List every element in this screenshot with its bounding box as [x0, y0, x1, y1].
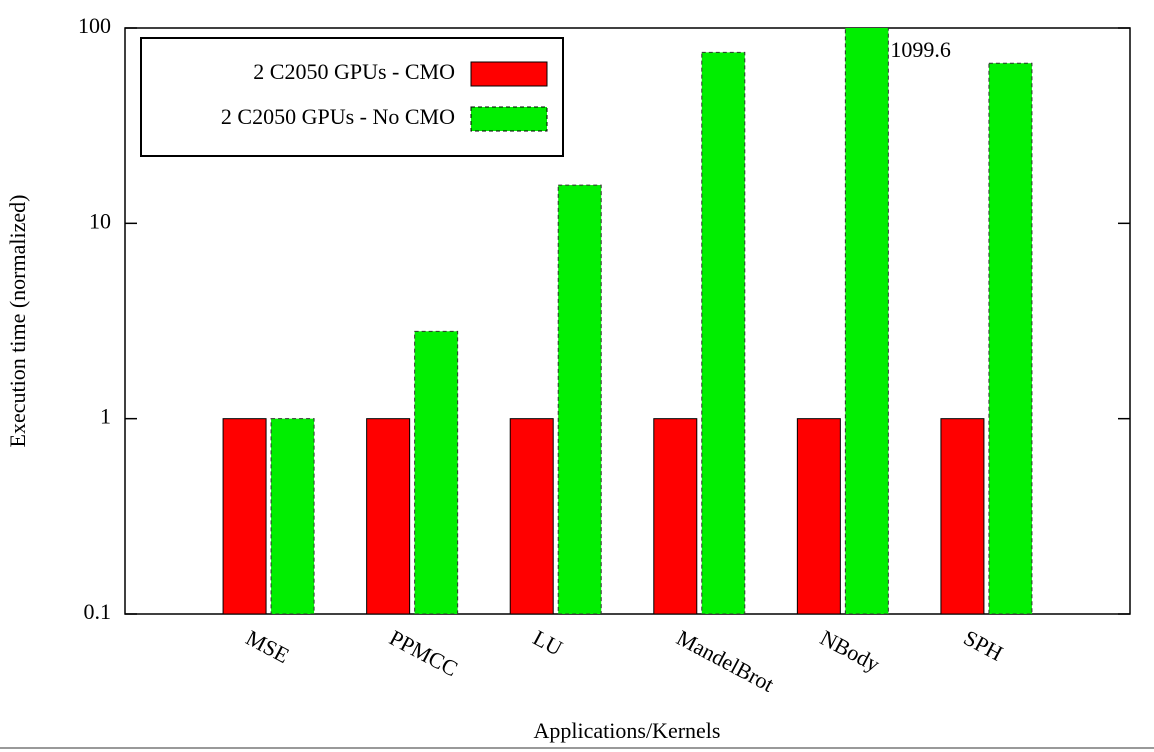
x-axis-title: Applications/Kernels: [534, 718, 721, 743]
bar: [414, 330, 459, 614]
bar: [796, 418, 841, 614]
y-tick-label: 0.1: [84, 599, 112, 624]
legend-box: [140, 37, 564, 157]
x-tick-label: MSE: [242, 625, 294, 668]
bar: [509, 418, 554, 614]
y-tick-label: 1: [100, 404, 111, 429]
y-axis-title: Execution time (normalized): [5, 195, 30, 448]
bar: [940, 418, 985, 614]
x-tick-label: NBody: [816, 625, 884, 677]
y-tick-label: 100: [78, 13, 111, 38]
x-tick-label: LU: [529, 625, 567, 661]
y-tick-label: 10: [89, 208, 111, 233]
legend-swatch: [470, 106, 548, 132]
legend-label: 2 C2050 GPUs - CMO: [253, 59, 455, 84]
bar: [366, 418, 411, 614]
x-tick-label: SPH: [960, 625, 1007, 666]
x-tick-label: PPMCC: [385, 625, 462, 682]
bar: [222, 418, 267, 614]
bars: [222, 28, 1033, 614]
bar: [701, 51, 746, 614]
bar: [653, 418, 698, 614]
bar: [844, 28, 889, 614]
plot-frame: [124, 27, 1131, 615]
bar: [988, 62, 1033, 614]
legend-label: 2 C2050 GPUs - No CMO: [221, 104, 455, 129]
legend-swatch: [470, 61, 548, 87]
bar: [270, 418, 315, 614]
bar: [557, 184, 602, 614]
data-label: 1099.6: [890, 37, 951, 62]
x-tick-label: MandelBrot: [673, 625, 779, 697]
